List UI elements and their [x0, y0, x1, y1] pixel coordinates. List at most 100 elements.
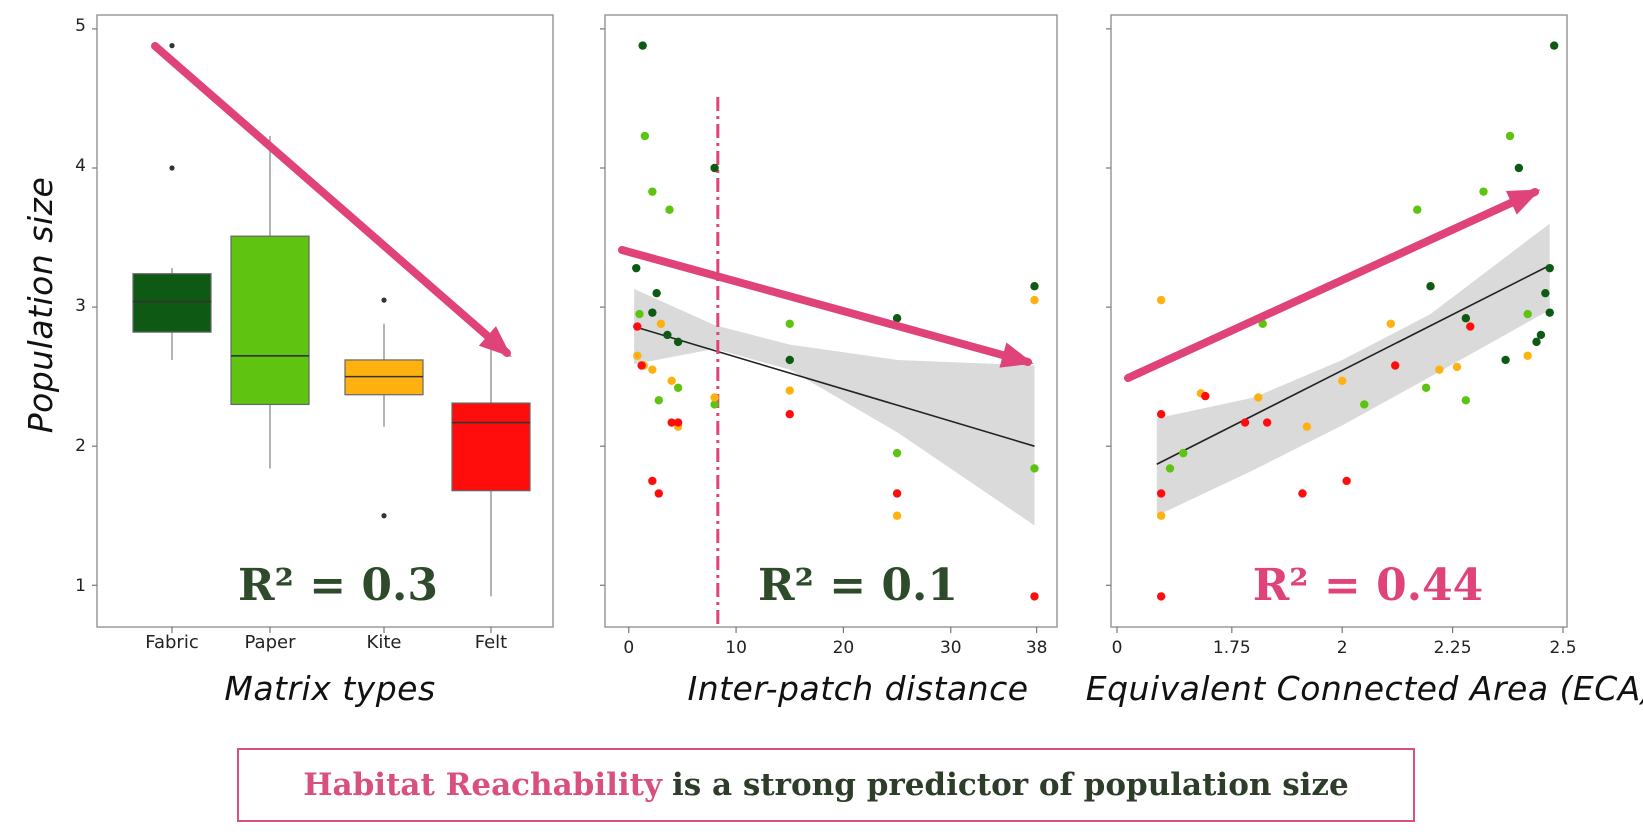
x-tick-label: Kite [367, 632, 402, 653]
y-tick-label: 1 [75, 576, 86, 596]
scatter-point-felt [1262, 418, 1272, 427]
trend-arrow-shaft [1124, 188, 1539, 382]
scatter-point-kite [667, 376, 676, 386]
x-tick-label: Paper [245, 632, 297, 653]
x-tick-label: 0 [623, 638, 634, 658]
scatter-point-felt [633, 322, 642, 331]
banner-highlight: Habitat Reachability [303, 767, 662, 803]
scatter-point-kite [1435, 365, 1444, 374]
scatter-point-paper [892, 448, 902, 458]
scatter-point-paper [635, 309, 644, 319]
x-axis-title: Inter-patch distance [687, 669, 1028, 708]
y-tick-label: 2 [75, 436, 86, 456]
r2-annotation: R² = 0.3 [238, 560, 438, 611]
scatter-point-paper [1413, 205, 1422, 214]
scatter-point-paper [1479, 187, 1488, 196]
scatter-point-felt [654, 489, 663, 498]
scatter-point-felt [637, 361, 646, 370]
scatter-point-fabric [638, 41, 647, 50]
scatter-point-paper [710, 400, 719, 409]
scatter-point-felt [1240, 418, 1250, 427]
scatter-point-kite [1030, 295, 1039, 305]
scatter-point-kite [1156, 511, 1166, 520]
trend-arrow-head [478, 326, 512, 357]
scatter-point-fabric [1541, 288, 1550, 298]
panel-inter-patch-distance: 0 10 20 30 38 Inter-patch distance R² = 0.1 [600, 14, 1058, 708]
box-fabric [132, 273, 212, 333]
scatter-point-fabric [663, 330, 672, 340]
box-outlier [169, 165, 175, 171]
confidence-band [634, 289, 1035, 526]
scatter-point-paper [1523, 309, 1532, 319]
box-felt [451, 402, 531, 492]
scatter-point-kite [656, 319, 666, 328]
x-tick-label: 20 [833, 638, 855, 658]
x-tick-label: Fabric [145, 632, 198, 653]
scatter-point-paper [665, 205, 674, 214]
box-outlier [381, 297, 387, 303]
scatter-point-kite [785, 386, 794, 395]
x-tick-label: Felt [475, 632, 508, 653]
trend-arrow-head [1505, 189, 1541, 215]
scatter-point-felt [1156, 489, 1166, 498]
scatter-point-paper [673, 383, 683, 392]
scatter-point-kite [1338, 376, 1347, 386]
scatter-point-kite [1302, 422, 1312, 431]
scatter-point-fabric [1545, 308, 1554, 317]
x-tick-label: 2.5 [1549, 638, 1576, 658]
scatter-point-felt [1156, 409, 1166, 419]
x-tick-label: 0 [1112, 638, 1123, 658]
scatter-point-kite [648, 365, 657, 374]
banner-text: is a strong predictor of population size [672, 767, 1349, 803]
r2-annotation: R² = 0.44 [1253, 560, 1484, 611]
scatter-point-fabric [1461, 314, 1471, 323]
scatter-point-fabric [1030, 282, 1039, 291]
y-tick-label: 5 [75, 16, 86, 36]
scatter-point-felt [1201, 391, 1210, 401]
scatter-point-fabric [892, 314, 902, 323]
scatter-point-fabric [1549, 41, 1559, 50]
r2-annotation: R² = 0.1 [758, 560, 958, 611]
scatter-point-kite [1156, 295, 1166, 305]
scatter-point-fabric [1426, 282, 1435, 291]
x-axis-title: Equivalent Connected Area (ECA) [1086, 669, 1643, 708]
scatter-point-paper [1165, 464, 1175, 473]
scatter-point-paper [1179, 448, 1188, 458]
panel-frame [604, 14, 1058, 628]
scatter-point-fabric [1501, 355, 1510, 365]
scatter-point-paper [654, 396, 663, 405]
scatter-point-fabric [1536, 330, 1546, 340]
scatter-point-fabric [710, 163, 719, 173]
trend-arrow-shaft [618, 246, 1032, 366]
scatter-point-paper [648, 187, 657, 196]
scatter-point-kite [1254, 393, 1263, 402]
panel-matrix-types: Fabric Paper Kite Felt Matrix types R² =… [92, 14, 554, 708]
box-paper [230, 235, 310, 406]
scatter-point-fabric [1532, 337, 1541, 347]
scatter-point-paper [1421, 383, 1431, 392]
x-tick-label: 30 [940, 638, 962, 658]
panel-frame [1110, 14, 1568, 628]
scatter-point-fabric [673, 337, 683, 347]
scatter-point-kite [1523, 351, 1532, 360]
panel-frame [96, 14, 554, 628]
regression-line [633, 325, 1035, 447]
scatter-point-paper [640, 131, 650, 141]
scatter-point-felt [1466, 322, 1475, 331]
y-ticks: 1 2 3 4 5 [75, 16, 86, 596]
y-tick-label: 3 [75, 296, 86, 316]
scatter-point-fabric [652, 288, 661, 298]
scatter-point-fabric [785, 355, 794, 365]
regression-line [1156, 264, 1551, 465]
scatter-point-felt [1030, 592, 1039, 601]
scatter-point-felt [785, 409, 794, 419]
scatter-point-felt [1298, 489, 1307, 498]
scatter-point-paper [1030, 464, 1039, 473]
x-tick-label: 10 [725, 638, 747, 658]
scatter-point-felt [673, 418, 683, 427]
trend-arrow-head [999, 342, 1034, 368]
x-axis-title: Matrix types [224, 669, 435, 708]
scatter-point-felt [648, 476, 657, 486]
scatter-point-kite [633, 351, 642, 360]
